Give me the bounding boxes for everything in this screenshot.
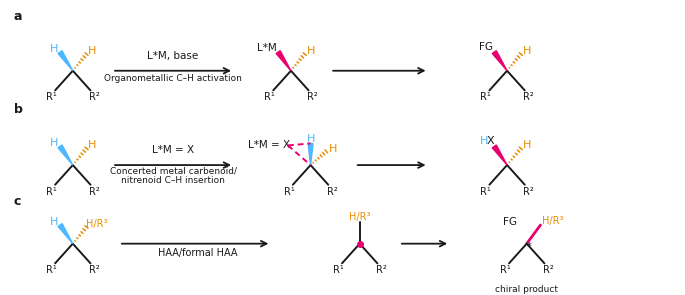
Polygon shape — [308, 143, 313, 165]
Text: R²: R² — [523, 92, 534, 102]
Text: L*M: L*M — [258, 43, 277, 53]
Polygon shape — [493, 51, 507, 71]
Text: b: b — [14, 103, 23, 116]
Text: H: H — [306, 134, 314, 144]
Text: H/R³: H/R³ — [86, 219, 107, 229]
Text: R¹: R¹ — [480, 187, 491, 196]
Text: R¹: R¹ — [46, 265, 57, 275]
Polygon shape — [493, 145, 507, 165]
Text: R¹: R¹ — [264, 92, 275, 102]
Text: H: H — [88, 140, 97, 150]
Text: c: c — [14, 194, 21, 208]
Text: R²: R² — [543, 265, 553, 275]
Polygon shape — [58, 51, 73, 71]
Text: Organometallic C–H activation: Organometallic C–H activation — [104, 74, 242, 83]
Text: X: X — [486, 137, 494, 147]
Text: R¹: R¹ — [46, 92, 57, 102]
Text: R²: R² — [523, 187, 534, 196]
Text: HAA/formal HAA: HAA/formal HAA — [158, 248, 237, 258]
Text: H: H — [329, 144, 337, 154]
Polygon shape — [58, 145, 73, 165]
Text: R¹: R¹ — [46, 187, 57, 196]
Polygon shape — [276, 51, 291, 71]
Text: H: H — [480, 137, 488, 147]
Text: FG: FG — [479, 42, 493, 52]
Text: H: H — [523, 46, 531, 56]
Text: L*M = X: L*M = X — [248, 140, 290, 150]
Text: Concerted metal carbenoid/: Concerted metal carbenoid/ — [110, 166, 236, 176]
Text: chiral product: chiral product — [495, 285, 558, 294]
Text: a: a — [14, 10, 23, 23]
Text: L*M = X: L*M = X — [152, 145, 194, 155]
Text: H: H — [50, 138, 58, 148]
Text: R²: R² — [376, 265, 387, 275]
Text: L*M, base: L*M, base — [147, 51, 199, 61]
Text: H: H — [306, 46, 314, 56]
Text: R²: R² — [307, 92, 318, 102]
Text: R¹: R¹ — [284, 187, 295, 196]
Text: R²: R² — [89, 92, 100, 102]
Polygon shape — [58, 224, 73, 244]
Text: H: H — [523, 140, 531, 150]
Text: R¹: R¹ — [480, 92, 491, 102]
Text: H: H — [50, 44, 58, 54]
Text: R²: R² — [89, 187, 100, 196]
Text: *: * — [526, 242, 531, 252]
Text: R¹: R¹ — [500, 265, 510, 275]
Text: nitrenoid C–H insertion: nitrenoid C–H insertion — [121, 176, 225, 185]
Text: H/R³: H/R³ — [542, 216, 563, 226]
Text: H/R³: H/R³ — [349, 212, 371, 222]
Text: FG: FG — [503, 217, 517, 227]
Text: H: H — [50, 217, 58, 227]
Text: R²: R² — [89, 265, 100, 275]
Text: R²: R² — [327, 187, 338, 196]
Text: R¹: R¹ — [333, 265, 343, 275]
Text: H: H — [88, 46, 97, 56]
